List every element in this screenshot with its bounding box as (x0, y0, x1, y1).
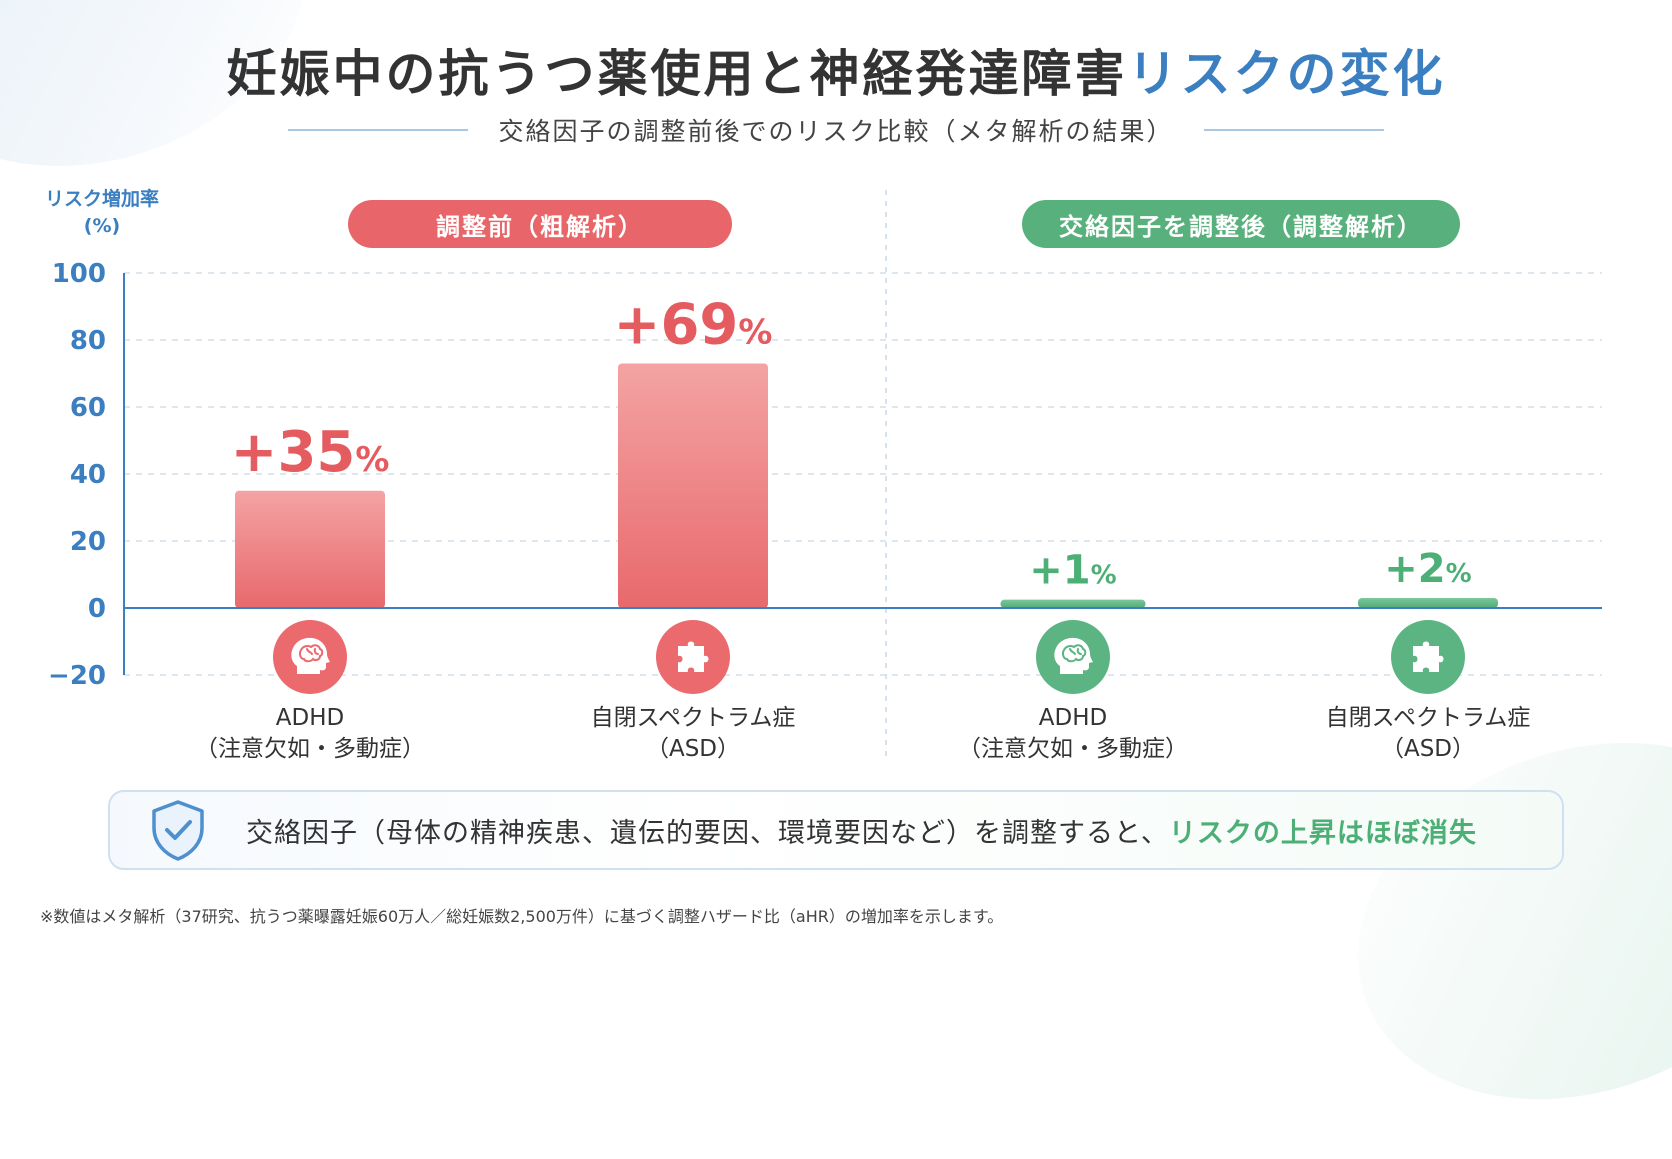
category-label-line1: ADHD (1038, 705, 1108, 731)
y-tick-label: 20 (70, 527, 106, 557)
category-label-line2: （注意欠如・多動症） (195, 736, 425, 762)
bar (1000, 599, 1146, 608)
data-label: +35% (231, 420, 390, 485)
category-label: ADHD （注意欠如・多動症） (923, 703, 1223, 765)
bar-chart: 100 80 60 40 20 0 −20 +35% +69% +1% +2% (48, 190, 1602, 760)
data-label: +2% (1384, 546, 1471, 592)
category-label-line2: （注意欠如・多動症） (958, 736, 1188, 762)
brain-icon (285, 632, 335, 682)
category-label-line2: （ASD） (1380, 736, 1476, 762)
y-tick-label: 80 (70, 326, 106, 356)
y-axis-label-line1: リスク増加率 (44, 188, 159, 210)
footnote: ※数値はメタ解析（37研究、抗うつ薬曝露妊娠60万人／総妊娠数2,500万件）に… (40, 907, 1004, 926)
y-axis-label: リスク増加率 (%) (28, 186, 176, 240)
puzzle-icon (1403, 632, 1453, 682)
subtitle-row: 交絡因子の調整前後でのリスク比較（メタ解析の結果） (0, 112, 1672, 148)
data-label: +1% (1029, 548, 1116, 594)
subtitle: 交絡因子の調整前後でのリスク比較（メタ解析の結果） (498, 117, 1174, 146)
brain-icon (1048, 632, 1098, 682)
category-label: 自閉スペクトラム症 （ASD） (543, 703, 843, 765)
title-main: 妊娠中の抗うつ薬使用と神経発達障害 (226, 45, 1128, 103)
category-label: ADHD （注意欠如・多動症） (160, 703, 460, 765)
y-tick-label: −20 (48, 661, 106, 691)
category-label-line1: 自閉スペクトラム症 (590, 705, 796, 731)
shield-check-icon (152, 800, 204, 861)
group-pill-before: 調整前（粗解析） (348, 200, 732, 248)
category-icon (1391, 620, 1465, 694)
category-label-line1: ADHD (275, 705, 345, 731)
conclusion-text-main: 交絡因子（母体の精神疾患、遺伝的要因、環境要因など）を調整すると、 (246, 817, 1169, 849)
conclusion-note: 交絡因子（母体の精神疾患、遺伝的要因、環境要因など）を調整すると、リスクの上昇は… (108, 790, 1564, 870)
conclusion-text: 交絡因子（母体の精神疾患、遺伝的要因、環境要因など）を調整すると、リスクの上昇は… (246, 811, 1477, 850)
group-pill-after: 交絡因子を調整後（調整解析） (1022, 200, 1460, 248)
bar (1358, 597, 1498, 608)
category-icon (273, 620, 347, 694)
bar (618, 363, 768, 608)
y-tick-label: 100 (52, 259, 106, 289)
category-icon (656, 620, 730, 694)
bar (235, 490, 385, 608)
y-tick-label: 0 (88, 594, 106, 624)
page-title: 妊娠中の抗うつ薬使用と神経発達障害リスクの変化 (0, 34, 1672, 106)
title-highlight: リスクの変化 (1127, 45, 1446, 103)
data-label: +69% (614, 292, 773, 357)
category-label: 自閉スペクトラム症 （ASD） (1278, 703, 1578, 765)
category-icon (1036, 620, 1110, 694)
subtitle-line-right (1203, 129, 1384, 131)
category-label-line1: 自閉スペクトラム症 (1325, 705, 1531, 731)
conclusion-text-highlight: リスクの上昇はほぼ消失 (1168, 817, 1477, 849)
y-axis-label-line2: (%) (83, 215, 121, 237)
category-label-line2: （ASD） (645, 736, 741, 762)
puzzle-icon (668, 632, 718, 682)
y-tick-label: 60 (70, 393, 106, 423)
subtitle-line-left (288, 129, 469, 131)
y-tick-label: 40 (70, 460, 106, 490)
